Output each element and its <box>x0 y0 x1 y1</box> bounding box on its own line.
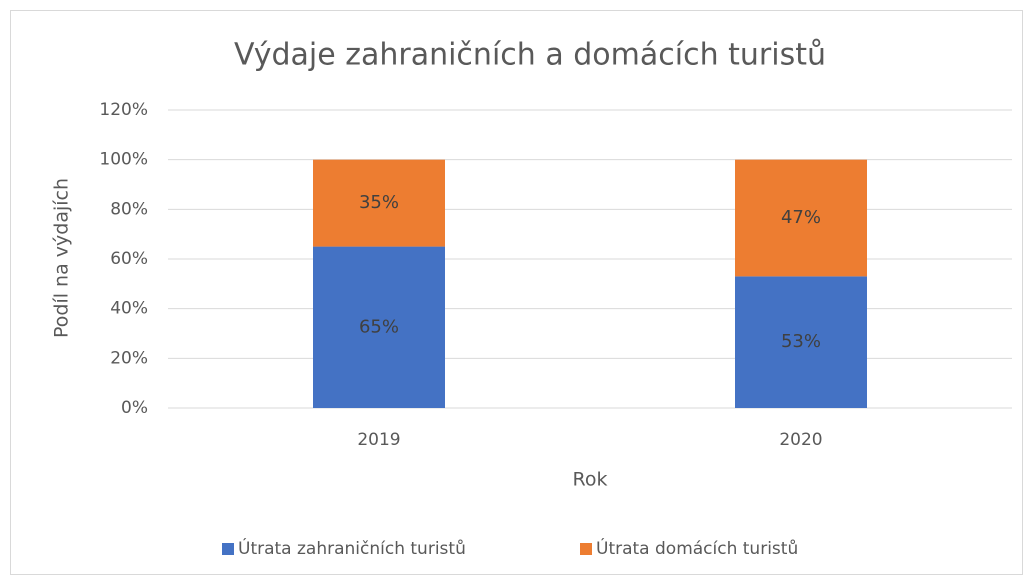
data-label: 47% <box>781 207 821 228</box>
chart-frame <box>10 10 1023 575</box>
bar-segment <box>313 159 445 247</box>
legend-label: Útrata domácích turistů <box>596 537 798 559</box>
data-label: 65% <box>359 316 399 337</box>
y-tick-label: 0% <box>121 398 148 418</box>
x-axis-label: Rok <box>573 469 608 491</box>
legend-swatch <box>580 543 592 555</box>
data-label: 53% <box>781 331 821 352</box>
y-tick-label: 80% <box>110 199 148 219</box>
x-tick-label: 2020 <box>779 430 822 450</box>
legend-swatch <box>222 543 234 555</box>
chart-title: Výdaje zahraničních a domácích turistů <box>234 38 826 73</box>
y-tick-label: 120% <box>99 100 148 120</box>
legend-label: Útrata zahraničních turistů <box>238 537 466 559</box>
bar-segment <box>735 276 867 408</box>
y-axis-label: Podíl na výdajích <box>51 178 73 338</box>
bar-segment <box>735 159 867 277</box>
x-tick-label: 2019 <box>357 430 400 450</box>
bar-segment <box>313 246 445 408</box>
y-tick-label: 100% <box>99 150 148 170</box>
y-tick-label: 20% <box>110 348 148 368</box>
y-tick-label: 60% <box>110 249 148 269</box>
data-label: 35% <box>359 192 399 213</box>
y-tick-label: 40% <box>110 299 148 319</box>
